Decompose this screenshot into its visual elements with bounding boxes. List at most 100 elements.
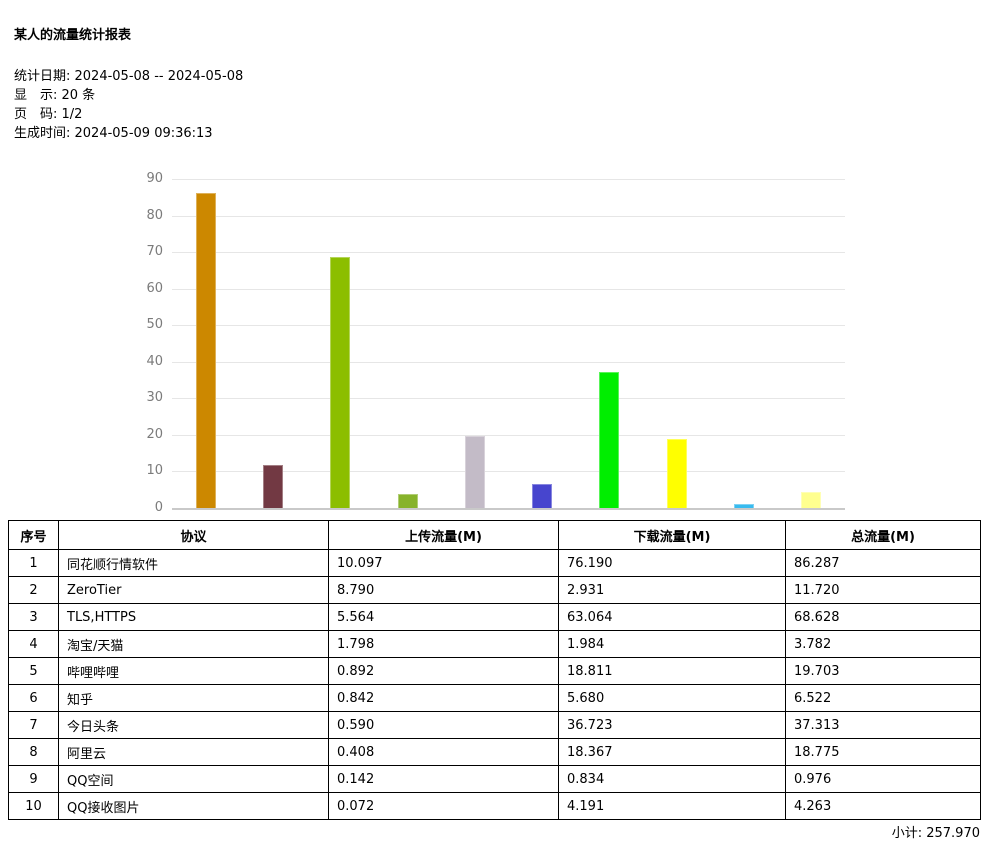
gridline: [172, 325, 845, 327]
data-cell: TLS,HTTPS: [58, 603, 329, 631]
row-index-cell: 4: [8, 630, 59, 658]
data-cell: 76.190: [558, 549, 786, 577]
row-index-cell: 2: [8, 576, 59, 604]
data-cell: 68.628: [785, 603, 981, 631]
traffic-bar-chart: 0 10 20 30 40 50 60 70 80 90: [146, 171, 845, 515]
column-header: 上传流量(M): [328, 520, 559, 550]
bar-9: [734, 504, 754, 508]
y-axis-tick-label: 50: [146, 317, 163, 333]
data-cell: 淘宝/天猫: [58, 630, 329, 658]
data-cell: 0.590: [328, 711, 559, 739]
y-axis-tick-label: 80: [146, 207, 163, 223]
bar-5: [464, 436, 485, 508]
row-index-cell: 6: [8, 684, 59, 712]
data-cell: 4.191: [558, 792, 786, 820]
row-index-cell: 1: [8, 549, 59, 577]
gridline: [172, 434, 845, 436]
data-cell: 0.842: [328, 684, 559, 712]
y-axis-tick-label: 60: [146, 280, 163, 296]
gridline: [172, 215, 845, 217]
data-cell: 6.522: [785, 684, 981, 712]
data-cell: 18.811: [558, 657, 786, 685]
gridline: [172, 361, 845, 363]
table-row: 6 知乎 0.842 5.680 6.522: [8, 684, 981, 712]
table-row: 8 阿里云 0.408 18.367 18.775: [8, 738, 981, 766]
table-row: 10 QQ接收图片 0.072 4.191 4.263: [8, 792, 981, 820]
data-cell: 1.798: [328, 630, 559, 658]
traffic-table: 序号 协议 上传流量(M) 下载流量(M) 总流量(M) 1 同花顺行情软件 10.097 76…: [8, 520, 981, 820]
data-cell: 0.976: [785, 765, 981, 793]
column-header: 下载流量(M): [558, 520, 786, 550]
data-cell: 今日头条: [58, 711, 329, 739]
info-line: 统计日期: 2024-05-08 -- 2024-05-08: [14, 69, 244, 84]
y-axis-tick-label: 40: [146, 353, 163, 369]
data-cell: 10.097: [328, 549, 559, 577]
data-cell: 0.834: [558, 765, 786, 793]
data-cell: QQ接收图片: [58, 792, 329, 820]
y-axis-tick-label: 30: [146, 390, 163, 406]
column-header: 序号: [8, 520, 59, 550]
column-header: 总流量(M): [785, 520, 981, 550]
bar-3: [330, 257, 351, 508]
gridline: [172, 252, 845, 254]
y-axis-tick-label: 70: [146, 244, 163, 260]
y-axis-tick-label: 10: [146, 463, 163, 479]
data-cell: 8.790: [328, 576, 559, 604]
row-index-cell: 7: [8, 711, 59, 739]
column-header: 协议: [58, 520, 329, 550]
data-cell: 0.072: [328, 792, 559, 820]
data-cell: 11.720: [785, 576, 981, 604]
data-cell: 0.892: [328, 657, 559, 685]
info-line: 生成时间: 2024-05-09 09:36:13: [14, 126, 213, 141]
bar-6: [532, 484, 553, 508]
bar-7: [599, 371, 620, 508]
data-cell: 5.564: [328, 603, 559, 631]
row-index-cell: 5: [8, 657, 59, 685]
data-cell: 5.680: [558, 684, 786, 712]
data-cell: 阿里云: [58, 738, 329, 766]
info-line: 显 示: 20 条: [14, 88, 96, 103]
data-cell: 37.313: [785, 711, 981, 739]
gridline: [172, 288, 845, 290]
data-cell: 19.703: [785, 657, 981, 685]
data-cell: 0.408: [328, 738, 559, 766]
data-cell: 知乎: [58, 684, 329, 712]
bar-1: [195, 192, 216, 508]
data-cell: 63.064: [558, 603, 786, 631]
table-row: 4 淘宝/天猫 1.798 1.984 3.782: [8, 630, 981, 658]
bar-10: [801, 492, 822, 508]
table-header-row: 序号 协议 上传流量(M) 下载流量(M) 总流量(M): [8, 520, 981, 550]
table-row: 5 哔哩哔哩 0.892 18.811 19.703: [8, 657, 981, 685]
data-cell: 18.367: [558, 738, 786, 766]
data-cell: 3.782: [785, 630, 981, 658]
data-cell: 36.723: [558, 711, 786, 739]
subtotal-label: 小计:: [891, 826, 923, 841]
subtotal-value: 257.970: [926, 826, 980, 841]
table-row: 1 同花顺行情软件 10.097 76.190 86.287: [8, 549, 981, 577]
data-cell: 哔哩哔哩: [58, 657, 329, 685]
bar-8: [666, 439, 687, 508]
row-index-cell: 9: [8, 765, 59, 793]
bar-2: [262, 465, 283, 508]
data-cell: 同花顺行情软件: [58, 549, 329, 577]
row-index-cell: 8: [8, 738, 59, 766]
table-row: 9 QQ空间 0.142 0.834 0.976: [8, 765, 981, 793]
table-row: 3 TLS,HTTPS 5.564 63.064 68.628: [8, 603, 981, 631]
data-cell: 1.984: [558, 630, 786, 658]
y-axis-tick-label: 0: [154, 500, 163, 515]
data-cell: ZeroTier: [58, 576, 329, 604]
bar-4: [397, 494, 418, 508]
report-title: 某人的流量统计报表: [14, 28, 132, 43]
gridline: [172, 398, 845, 400]
gridline: [172, 179, 845, 180]
subtotal: 小计: 257.970: [8, 822, 980, 841]
row-index-cell: 3: [8, 603, 59, 631]
data-cell: 0.142: [328, 765, 559, 793]
data-cell: 2.931: [558, 576, 786, 604]
gridline: [172, 471, 845, 473]
report-info: 统计日期: 2024-05-08 -- 2024-05-08 显 示: 20 条页…: [14, 67, 243, 143]
data-cell: 86.287: [785, 549, 981, 577]
data-cell: QQ空间: [58, 765, 329, 793]
data-cell: 4.263: [785, 792, 981, 820]
table-row: 7 今日头条 0.590 36.723 37.313: [8, 711, 981, 739]
